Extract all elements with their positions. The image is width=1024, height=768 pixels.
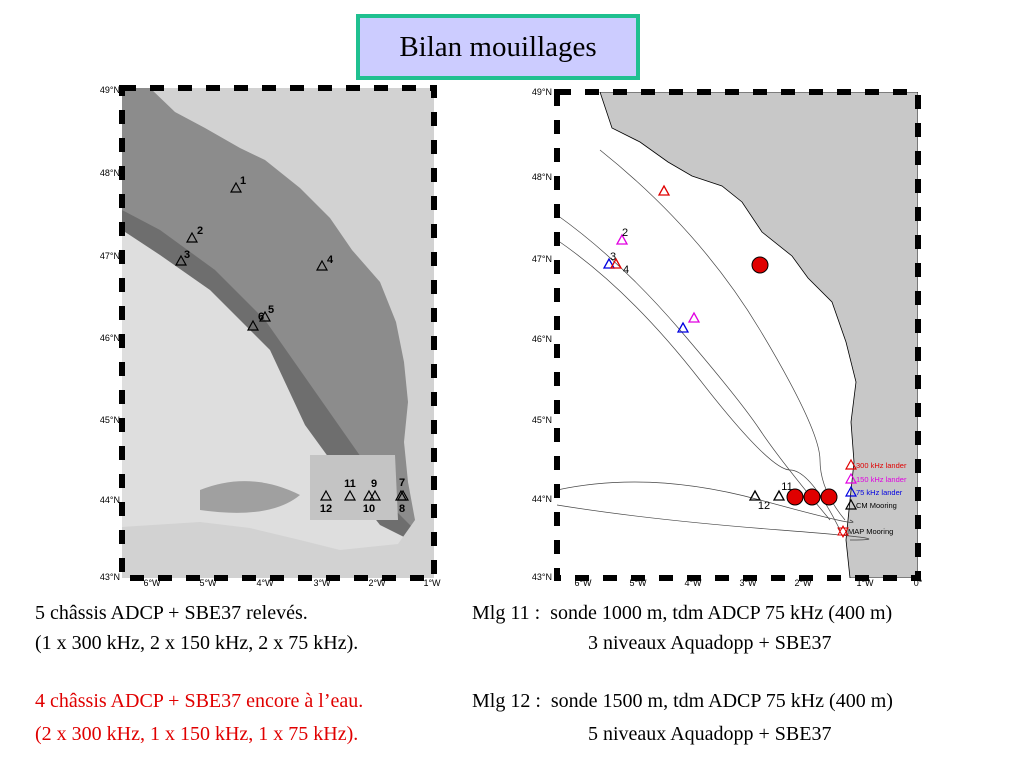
- lon-label: 5°W: [199, 578, 217, 588]
- note-line: 3 niveaux Aquadopp + SBE37: [588, 632, 832, 654]
- legend-label: CM Mooring: [856, 501, 897, 510]
- note-line: 5 châssis ADCP + SBE37 relevés.: [35, 602, 308, 624]
- title-box: [356, 14, 640, 80]
- legend-symbol: [837, 524, 849, 539]
- map-1: [119, 85, 437, 581]
- note-line: 5 niveaux Aquadopp + SBE37: [588, 723, 832, 745]
- note-line: (1 x 300 kHz, 2 x 150 kHz, 2 x 75 kHz).: [35, 632, 358, 654]
- lat-label: 45°N: [532, 415, 552, 425]
- station: [174, 254, 188, 266]
- legend-symbol: [844, 485, 858, 497]
- seamount: [200, 481, 300, 513]
- station: [258, 310, 272, 322]
- station-label: 12: [320, 503, 332, 515]
- lat-label: 46°N: [100, 333, 120, 343]
- lat-label: 46°N: [532, 334, 552, 344]
- note-line: Mlg 11 : sonde 1000 m, tdm ADCP 75 kHz (…: [472, 602, 892, 624]
- frame: [554, 89, 921, 581]
- legend-label: MAP Mooring: [848, 527, 893, 536]
- lat-label: 43°N: [532, 572, 552, 582]
- lon-label: 0°: [914, 578, 923, 588]
- station-label: 2: [197, 225, 203, 237]
- lat-label: 45°N: [100, 415, 120, 425]
- station-label: 1: [240, 175, 246, 187]
- station: [229, 181, 243, 193]
- land: [122, 88, 434, 578]
- lat-label: 44°N: [100, 495, 120, 505]
- station: [185, 231, 199, 243]
- legend-symbol: [844, 458, 858, 470]
- station-label: 12: [758, 500, 770, 512]
- note-line: 4 châssis ADCP + SBE37 encore à l’eau.: [35, 690, 363, 712]
- lat-label: 43°N: [100, 572, 120, 582]
- notes: 5 châssis ADCP + SBE37 relevés. (1 x 300 …: [35, 602, 893, 745]
- map-2: [554, 89, 921, 581]
- station: [396, 489, 410, 501]
- legend-symbol: [844, 472, 858, 484]
- lon-label: 4°W: [684, 578, 702, 588]
- lon-label: 4°W: [256, 578, 274, 588]
- station-label: 2: [622, 227, 628, 239]
- lon-label: 2°W: [368, 578, 386, 588]
- frame: [119, 85, 437, 581]
- lat-label: 47°N: [100, 251, 120, 261]
- lon-label: 3°W: [313, 578, 331, 588]
- station: [315, 259, 329, 271]
- lat-label: 47°N: [532, 254, 552, 264]
- station-label: 11: [344, 478, 356, 490]
- lon-label: 6°W: [574, 578, 592, 588]
- basin: [310, 455, 398, 520]
- lat-label: 49°N: [100, 85, 120, 95]
- station: [319, 489, 333, 501]
- lat-label: 48°N: [532, 172, 552, 182]
- lat-label: 49°N: [532, 87, 552, 97]
- station-label: 4: [623, 264, 629, 276]
- station: [362, 489, 376, 501]
- station-label: 5: [268, 304, 274, 316]
- isobaths: [557, 149, 870, 541]
- station-label: 4: [327, 254, 334, 266]
- lat-label: 48°N: [100, 168, 120, 178]
- lon-label: 3°W: [739, 578, 757, 588]
- station: [343, 489, 357, 501]
- note-line: (2 x 300 kHz, 1 x 150 kHz, 1 x 75 kHz).: [35, 723, 358, 745]
- lon-label: 6°W: [143, 578, 161, 588]
- station-label: 11: [781, 481, 792, 493]
- legend-label: 300 kHz lander: [856, 461, 907, 470]
- lon-label: 5°W: [629, 578, 647, 588]
- lon-label: 1°W: [856, 578, 874, 588]
- station-label: 7: [399, 477, 405, 489]
- station-label: 8: [399, 503, 405, 515]
- station-label: 3: [610, 251, 616, 263]
- lat-label: 44°N: [532, 494, 552, 504]
- title: Bilan mouillages: [399, 31, 596, 63]
- legend-symbol: [844, 498, 858, 510]
- red-circles: [751, 256, 838, 506]
- station-label: 10: [363, 503, 375, 515]
- legend-label: 75 kHz lander: [856, 488, 903, 497]
- station-label: 3: [184, 249, 190, 261]
- station: [246, 319, 260, 331]
- land: [599, 92, 918, 578]
- legend-label: 150 kHz lander: [856, 475, 907, 484]
- note-line: Mlg 12 : sonde 1500 m, tdm ADCP 75 kHz (…: [472, 690, 893, 712]
- lon-label: 2°W: [794, 578, 812, 588]
- lon-label: 1°W: [423, 578, 441, 588]
- station: [368, 489, 382, 501]
- station-label: 6: [258, 311, 264, 323]
- markers: [602, 184, 786, 501]
- station-label: 9: [371, 478, 377, 490]
